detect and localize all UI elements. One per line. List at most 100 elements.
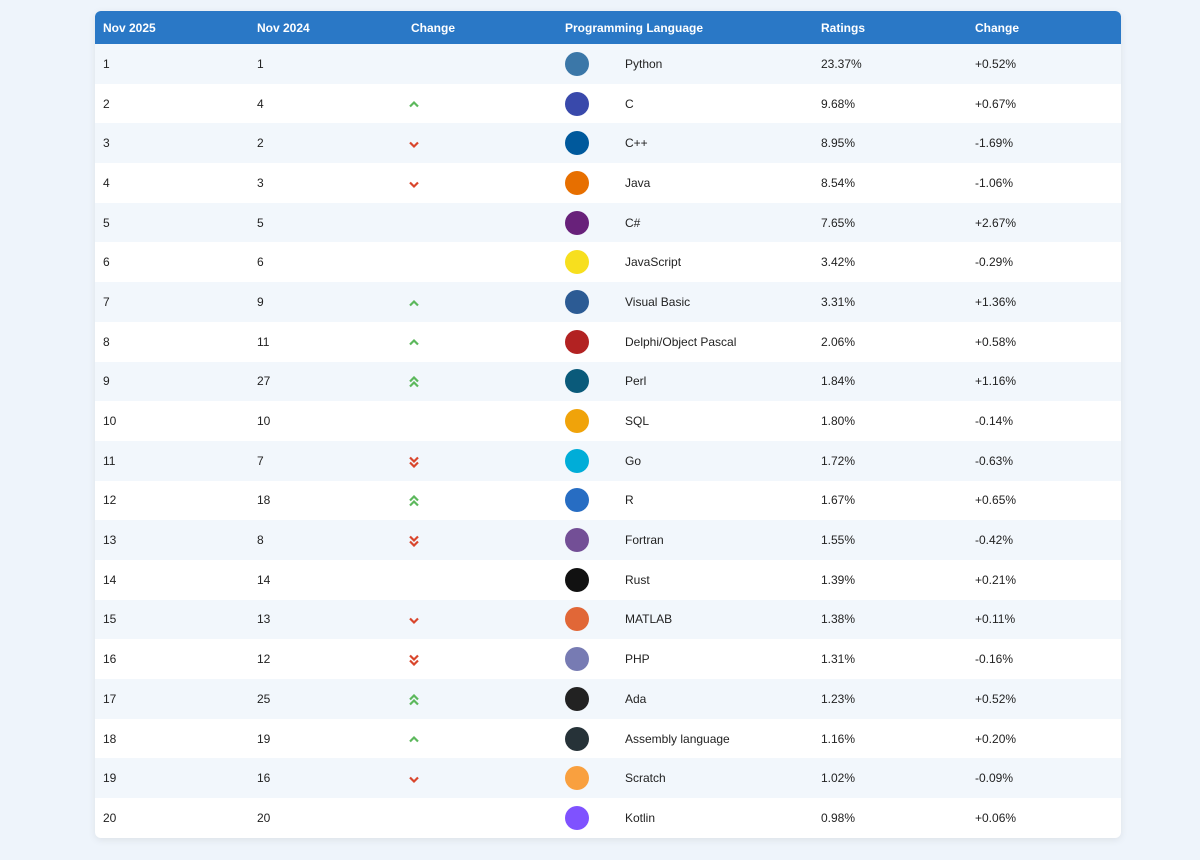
logo-cell (557, 44, 617, 84)
change-cell (403, 84, 557, 124)
language-name: C# (617, 202, 813, 243)
table-body: 1 1 Python 23.37% +0.52% 2 4 C 9.68% +0.67% 3 2 C++ 8… (95, 44, 1121, 838)
change-cell (403, 560, 557, 600)
header-cell: Programming Language (557, 11, 813, 44)
change-arrow (409, 299, 419, 307)
header-row: Nov 2025 Nov 2024 Change Programming Lan… (95, 11, 1121, 44)
table-row: 17 25 Ada 1.23% +0.52% (95, 679, 1121, 719)
language-logo (565, 250, 589, 275)
chevron (409, 776, 419, 784)
change-arrow (409, 339, 419, 346)
rating: 8.54% (821, 175, 856, 190)
language-name: MATLAB (617, 599, 813, 640)
language-name: Delphi/Object Pascal (625, 334, 737, 349)
logo-cell (557, 679, 617, 719)
language-name: Visual Basic (617, 282, 813, 322)
rank-now: 12 (103, 493, 117, 508)
rank-prev: 13 (249, 599, 403, 640)
change-cell (403, 322, 557, 362)
rating-change: +1.16% (967, 361, 1121, 402)
rating-change: -1.06% (975, 175, 1014, 190)
chevron (409, 101, 419, 108)
logo-cell (557, 242, 617, 282)
change-cell (403, 242, 557, 282)
language-logo (565, 131, 589, 156)
language-logo (565, 170, 589, 195)
rating-change: -0.16% (975, 652, 1014, 667)
chevron (409, 659, 419, 667)
rating-change: +0.20% (975, 731, 1017, 746)
rating: 1.02% (813, 758, 967, 799)
language-name: Python (617, 44, 813, 84)
rank-prev: 1 (249, 44, 403, 84)
logo-cell (557, 84, 617, 124)
rank-prev: 9 (249, 282, 403, 322)
rank-now: 10 (103, 414, 117, 429)
rank-now: 18 (103, 731, 117, 746)
rating-change: -0.14% (975, 414, 1014, 429)
rating-change: +2.67% (967, 202, 1121, 243)
language-name: C (625, 96, 634, 111)
rank-prev: 18 (257, 493, 271, 508)
table-row: 6 6 JavaScript 3.42% -0.29% (95, 242, 1121, 282)
table-row: 1 1 Python 23.37% +0.52% (95, 44, 1121, 84)
chevron (409, 299, 419, 307)
language-logo (565, 409, 589, 434)
rating-change: +0.06% (975, 810, 1017, 825)
rating: 1.80% (821, 414, 856, 429)
rank-prev: 4 (257, 96, 264, 111)
language-logo (565, 289, 589, 314)
change-cell (403, 719, 557, 759)
change-cell (403, 481, 557, 521)
language-logo (565, 607, 589, 632)
change-cell (403, 520, 557, 560)
rating-change: -0.09% (967, 758, 1121, 799)
language-name: Perl (617, 361, 813, 402)
rank-now: 20 (103, 810, 117, 825)
language-logo (565, 686, 589, 711)
language-logo (565, 369, 589, 394)
table-row: 3 2 C++ 8.95% -1.69% (95, 123, 1121, 164)
rating-change: -0.63% (967, 440, 1121, 481)
table-row: 5 5 C# 7.65% +2.67% (95, 202, 1121, 243)
chevron (409, 181, 419, 188)
language-name: Kotlin (625, 810, 656, 825)
rating-change: +0.58% (975, 334, 1017, 349)
rating: 1.23% (813, 679, 967, 719)
rank-prev: 5 (249, 202, 403, 243)
change-arrow (409, 101, 419, 108)
rank-now: 5 (95, 202, 249, 243)
logo-cell (557, 401, 617, 441)
rating-change: -1.69% (967, 123, 1121, 164)
language-logo (565, 528, 589, 553)
rating: 9.68% (821, 96, 856, 111)
language-logo (565, 567, 589, 592)
rank-prev: 7 (249, 440, 403, 481)
rank-prev: 11 (257, 334, 270, 349)
change-cell (403, 758, 557, 799)
header-cell: Change (403, 11, 557, 44)
chevron (409, 500, 419, 507)
rank-prev: 25 (249, 679, 403, 719)
language-name: C++ (617, 123, 813, 164)
change-cell (403, 163, 557, 203)
rating-change: +0.52% (967, 679, 1121, 719)
chevron (409, 461, 419, 468)
table-row: 20 20 Kotlin 0.98% +0.06% (95, 798, 1121, 838)
chevron (409, 376, 419, 383)
rating: 1.16% (821, 731, 856, 746)
language-name: Rust (625, 572, 650, 587)
rating: 7.65% (813, 202, 967, 243)
ranking-table: Nov 2025 Nov 2024 Change Programming Lan… (95, 11, 1121, 838)
change-cell (403, 401, 557, 441)
chevron (409, 381, 419, 388)
logo-cell (557, 719, 617, 759)
rating: 23.37% (813, 44, 967, 84)
rank-prev: 20 (257, 810, 271, 825)
header-cell: Change (967, 11, 1121, 44)
language-name: JavaScript (625, 255, 682, 270)
rating: 1.31% (821, 652, 856, 667)
rating: 8.95% (813, 123, 967, 164)
language-name: Java (625, 175, 651, 190)
